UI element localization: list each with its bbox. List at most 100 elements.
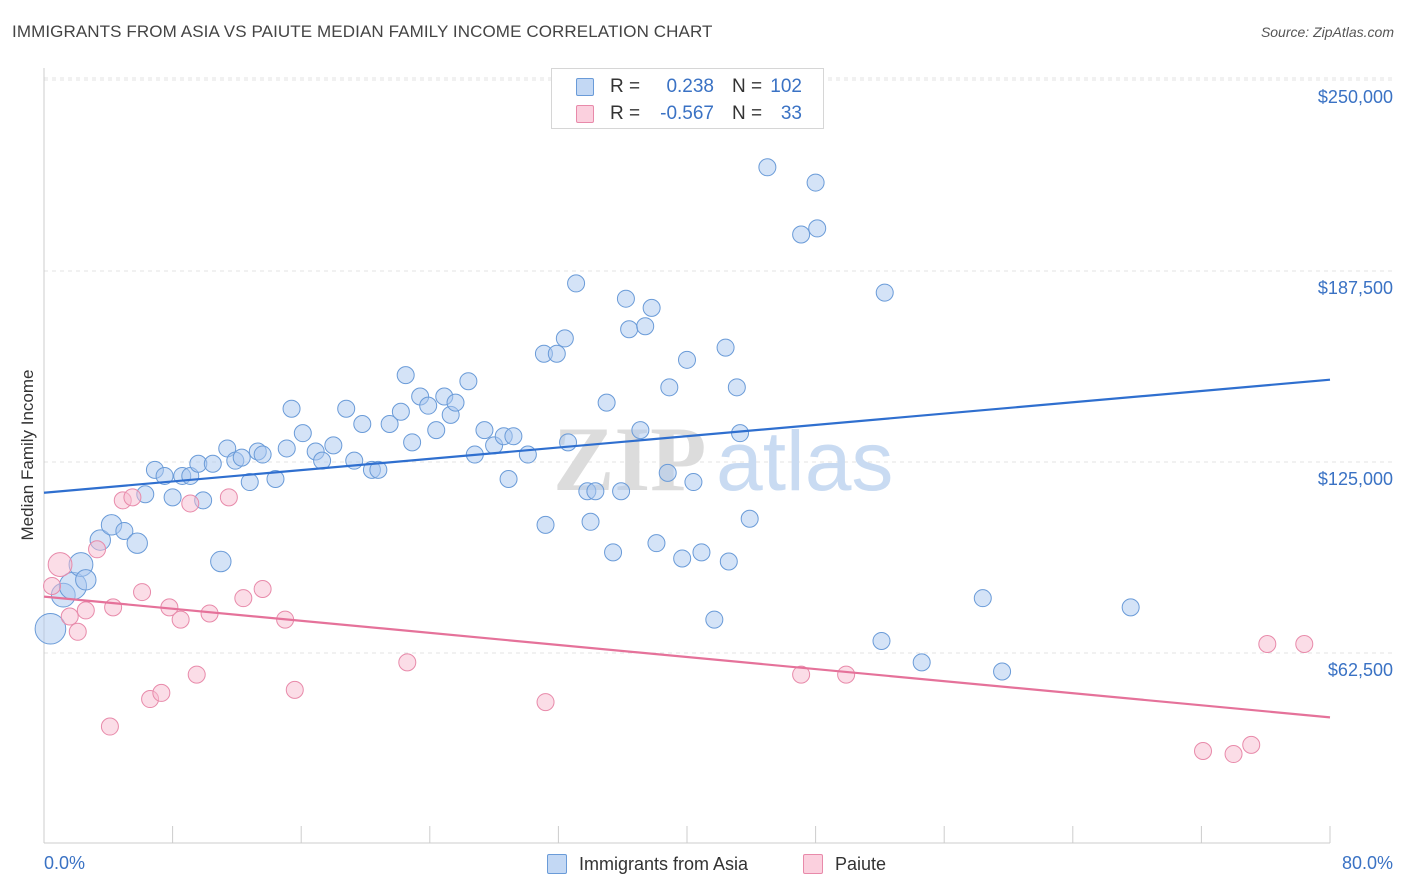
bottom-legend-swatch-blue	[547, 854, 567, 874]
legend-swatch-pink	[576, 105, 594, 123]
data-point	[266, 470, 285, 488]
data-point	[123, 488, 142, 507]
data-point	[133, 583, 152, 602]
data-point	[555, 329, 574, 348]
data-point	[396, 366, 415, 385]
data-point	[282, 399, 301, 418]
y-axis-title: Median Family Income	[18, 369, 37, 540]
legend-n-label: N =	[732, 76, 763, 97]
data-point	[660, 378, 679, 397]
data-point	[597, 393, 616, 412]
data-point	[837, 665, 856, 684]
data-point	[586, 482, 605, 501]
data-point	[993, 662, 1012, 681]
source-label: Source: ZipAtlas.com	[1260, 24, 1394, 40]
data-point	[398, 653, 417, 672]
data-point	[678, 350, 696, 369]
data-point	[285, 680, 304, 699]
y-tick-label: $62,500	[1328, 660, 1393, 680]
legend-swatch-blue	[576, 78, 594, 96]
trend-line	[43, 595, 1331, 719]
data-point	[253, 445, 272, 464]
trend-line	[43, 378, 1331, 494]
x-tick-label-min: 0.0%	[44, 853, 85, 873]
data-point	[684, 473, 703, 492]
data-point	[806, 173, 825, 192]
data-point	[337, 399, 356, 418]
data-point	[446, 393, 465, 412]
data-point	[163, 488, 182, 507]
data-point	[155, 466, 174, 485]
legend-n-value: 102	[770, 76, 802, 97]
data-point	[353, 414, 372, 433]
legend-r-label: R =	[610, 103, 641, 124]
data-point	[232, 448, 251, 467]
legend-row-blue: R = 0.238 N = 102	[552, 74, 823, 100]
data-point	[240, 473, 259, 492]
data-point	[792, 665, 811, 684]
data-point	[642, 298, 661, 317]
grid-lines	[44, 77, 1392, 654]
data-point	[126, 532, 148, 554]
data-point	[47, 552, 73, 577]
y-tick-label: $187,500	[1318, 278, 1393, 298]
data-point	[620, 320, 639, 339]
data-point	[475, 421, 494, 440]
chart-title: IMMIGRANTS FROM ASIA VS PAIUTE MEDIAN FA…	[12, 22, 713, 41]
data-point	[115, 521, 134, 540]
data-point	[758, 158, 777, 177]
y-tick-label: $250,000	[1318, 87, 1393, 107]
legend-n-label: N =	[732, 103, 763, 124]
data-point	[403, 433, 422, 452]
data-point	[792, 225, 811, 244]
data-point	[692, 543, 711, 562]
data-point	[369, 460, 388, 479]
data-point	[34, 612, 67, 645]
data-point	[181, 494, 200, 513]
data-point	[1224, 745, 1243, 764]
data-point	[536, 515, 555, 534]
data-point	[210, 550, 232, 573]
data-point	[719, 552, 738, 571]
data-point	[427, 421, 446, 440]
data-point	[740, 509, 759, 528]
data-point	[187, 665, 206, 684]
data-point	[636, 317, 655, 336]
data-point	[60, 607, 79, 626]
data-point	[1194, 741, 1213, 760]
legend-n-value: 33	[780, 103, 802, 124]
data-point	[604, 543, 623, 562]
data-point	[581, 512, 600, 531]
data-point	[1258, 635, 1277, 654]
data-point	[171, 610, 190, 629]
data-point	[1242, 735, 1261, 754]
data-point	[673, 549, 692, 568]
data-point	[324, 436, 343, 455]
data-point	[504, 427, 523, 446]
data-point	[104, 598, 123, 617]
data-point	[499, 470, 518, 488]
data-point	[293, 424, 312, 443]
data-point	[875, 283, 894, 302]
watermark-zip: ZIP	[553, 408, 706, 510]
y-tick-label: $125,000	[1318, 469, 1393, 489]
data-point	[612, 482, 631, 501]
data-point	[203, 454, 222, 473]
data-point	[380, 414, 399, 433]
correlation-legend: R = 0.238 N = 102 R = -0.567 N = 33	[551, 68, 824, 129]
data-point	[912, 653, 931, 672]
data-point	[277, 439, 296, 458]
data-point	[219, 488, 238, 507]
data-point	[872, 631, 891, 650]
data-point	[100, 717, 119, 736]
axis-labels: $62,500 $125,000 $187,500 $250,000 0.0% 80.0%…	[18, 87, 1393, 873]
data-point	[808, 219, 827, 238]
data-point	[419, 396, 438, 415]
bottom-legend-item-paiute: Paiute	[803, 852, 923, 876]
data-point	[547, 344, 566, 363]
bottom-legend-label: Immigrants from Asia	[579, 854, 749, 874]
series-immigrants-from-asia	[34, 158, 1140, 681]
data-point	[616, 289, 635, 308]
bottom-legend-swatch-pink	[803, 854, 823, 874]
